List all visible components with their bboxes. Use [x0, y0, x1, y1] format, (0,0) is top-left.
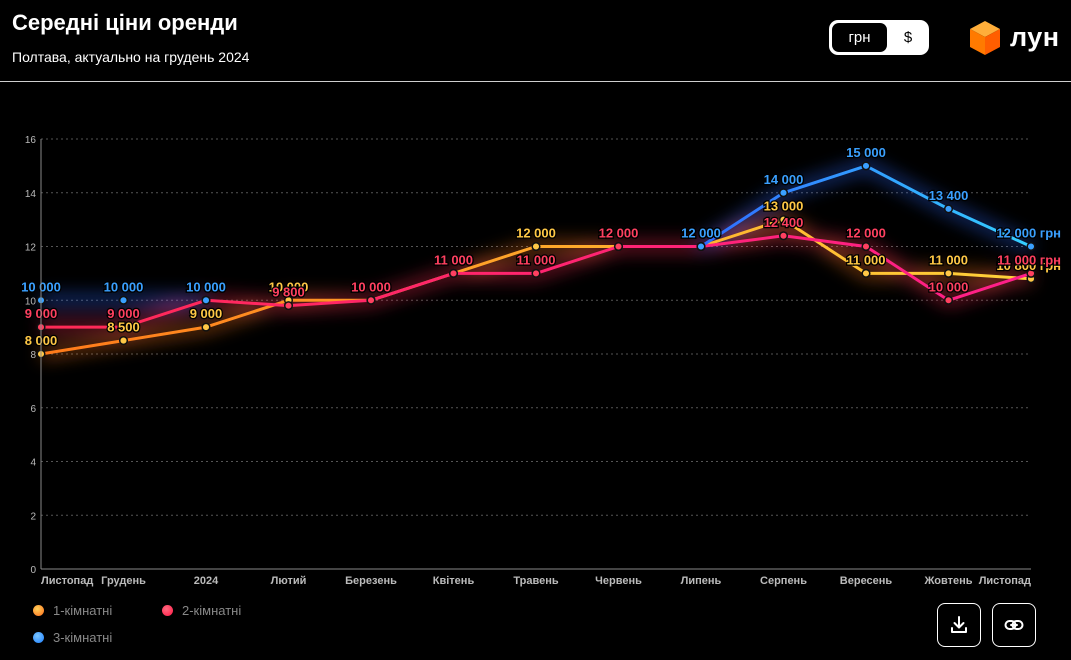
data-label: 12 000 — [681, 226, 721, 241]
legend-item-2-room[interactable]: 2-кімнатні — [162, 602, 241, 618]
legend-item-1-room[interactable]: 1-кімнатні — [33, 602, 112, 618]
data-label: 9 000 — [190, 306, 223, 321]
x-tick-label: 2024 — [194, 575, 219, 587]
data-label: 12 000 — [846, 226, 886, 241]
legend-item-3-room[interactable]: 3-кімнатні — [33, 629, 112, 645]
y-tick-label: 4 — [30, 458, 36, 469]
legend-label: 2-кімнатні — [182, 603, 242, 619]
x-tick-label: Березень — [345, 575, 397, 587]
data-label: 10 000 — [186, 279, 226, 294]
data-label: 11 000 — [516, 252, 555, 267]
data-label: 12 000 — [681, 226, 721, 241]
data-point — [943, 204, 954, 214]
data-label: 11 000 грн — [997, 252, 1061, 267]
data-point — [861, 268, 871, 278]
currency-usd-option[interactable]: $ — [903, 29, 913, 46]
data-point — [943, 295, 954, 305]
x-tick-label: Червень — [595, 575, 642, 587]
data-point — [201, 295, 211, 305]
y-tick-label: 2 — [30, 511, 36, 522]
data-point — [778, 231, 789, 241]
logo-text: лун — [1010, 22, 1060, 52]
data-label: 10 000 — [929, 279, 969, 294]
y-tick-label: 0 — [30, 565, 36, 576]
data-label: 9 000 — [107, 306, 140, 321]
legend-dot-icon — [33, 632, 44, 644]
data-point — [1026, 268, 1036, 278]
x-tick-label: Серпень — [760, 575, 807, 587]
data-point — [118, 295, 129, 305]
x-tick-label: Вересень — [840, 575, 893, 587]
data-point — [613, 241, 624, 252]
data-label: 13 000 — [764, 199, 804, 214]
page-subtitle: Полтава, актуально на грудень 2024 — [12, 49, 250, 65]
page-title: Середні ціни оренди — [12, 10, 238, 35]
data-point — [118, 336, 129, 346]
data-point — [1026, 241, 1036, 252]
data-label: 9 800 — [272, 285, 305, 300]
data-point — [366, 295, 376, 305]
data-label: 12 000 — [681, 226, 721, 241]
data-label: 11 000 — [434, 252, 473, 267]
data-label: 12 000 — [516, 226, 556, 241]
x-tick-label: Грудень — [101, 575, 146, 587]
data-label: 11 000 — [434, 252, 473, 267]
data-point — [861, 241, 871, 252]
x-tick-label: Лютий — [271, 575, 307, 587]
legend-dot-icon — [33, 605, 44, 617]
cube-logo-icon — [970, 21, 1000, 55]
data-label: 12 000 — [599, 226, 639, 241]
data-label: 12 000 грн — [996, 226, 1061, 241]
data-point — [118, 322, 129, 332]
x-tick-label: Квітень — [433, 575, 475, 587]
download-button[interactable] — [937, 603, 981, 647]
data-label: 14 000 — [764, 172, 804, 187]
x-tick-label: Листопад — [41, 575, 93, 587]
data-point — [778, 188, 789, 198]
data-point — [531, 268, 541, 278]
data-point — [696, 241, 706, 252]
x-tick-label: Листопад — [979, 575, 1031, 587]
data-label: 10 000 — [186, 279, 226, 294]
download-icon — [951, 616, 967, 633]
x-tick-label: Жовтень — [923, 575, 972, 587]
data-label: 8 500 — [107, 320, 140, 335]
y-tick-label: 16 — [25, 135, 37, 146]
data-label: 10 000 — [269, 279, 309, 294]
copy-link-button[interactable] — [992, 603, 1036, 647]
y-tick-label: 6 — [30, 404, 36, 415]
data-point — [283, 301, 294, 311]
y-tick-label: 14 — [25, 189, 37, 200]
data-label: 10 000 — [351, 279, 391, 294]
currency-toggle[interactable]: грн $ — [829, 20, 929, 55]
y-tick-label: 12 — [25, 243, 37, 254]
chart-header: Середні ціни оренди Полтава, актуально н… — [0, 0, 1071, 82]
x-tick-label: Липень — [681, 575, 722, 587]
x-tick-label: Травень — [513, 575, 559, 587]
data-label: 10 000 — [104, 279, 144, 294]
legend-dot-icon — [162, 605, 173, 617]
link-icon — [1004, 620, 1024, 630]
legend-label: 3-кімнатні — [53, 630, 113, 646]
y-tick-label: 8 — [30, 350, 36, 361]
legend-label: 1-кімнатні — [53, 603, 113, 619]
data-label: 11 000 — [846, 252, 885, 267]
data-label: 12 400 — [764, 215, 804, 230]
data-point — [861, 161, 871, 171]
currency-uah-option[interactable]: грн — [832, 23, 887, 52]
data-point — [943, 268, 954, 278]
data-point — [778, 215, 789, 225]
data-point — [448, 268, 459, 278]
data-point — [201, 322, 211, 332]
data-label: 10 000 — [351, 279, 391, 294]
y-tick-label: 10 — [25, 296, 37, 307]
data-label: 11 000 — [929, 252, 968, 267]
data-point — [531, 241, 541, 252]
data-label: 15 000 — [846, 145, 886, 160]
lun-logo[interactable]: лун — [968, 20, 1059, 56]
data-label: 12 000 — [599, 226, 639, 241]
data-label: 10 800 грн — [996, 258, 1061, 273]
data-label: 13 400 — [929, 188, 969, 203]
